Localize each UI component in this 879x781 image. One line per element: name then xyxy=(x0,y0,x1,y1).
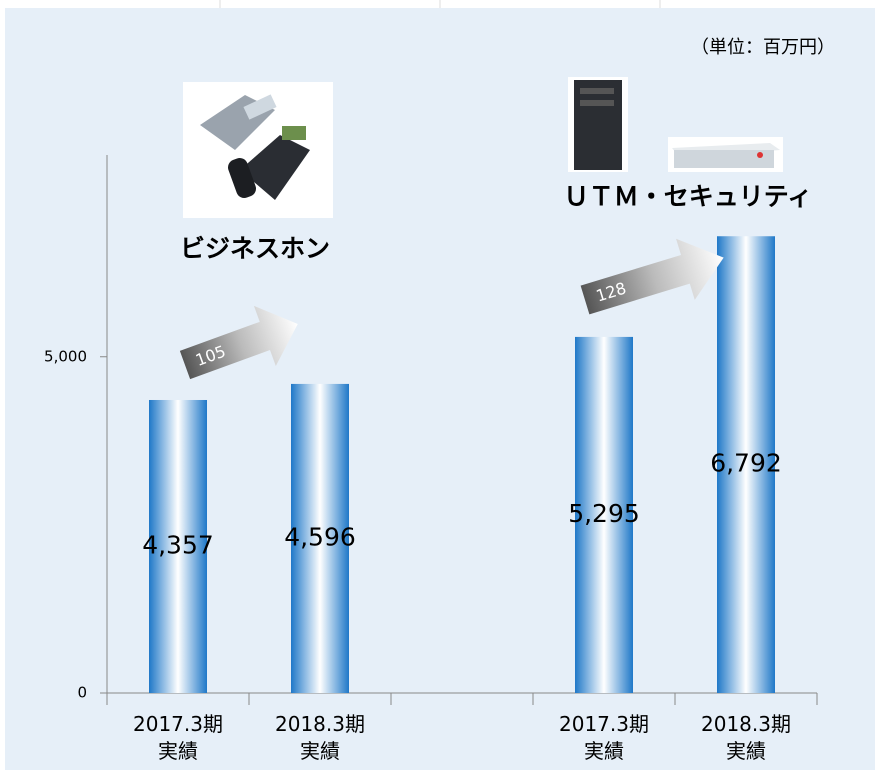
value-label: 5,295 xyxy=(568,499,640,528)
phone-image xyxy=(183,82,333,218)
bar xyxy=(291,383,349,693)
x-tick-label: 2017.3期 実績 xyxy=(133,712,223,763)
value-label: 4,357 xyxy=(142,530,214,559)
x-tick-label: 2018.3期 実績 xyxy=(275,712,365,763)
x-tick-label: 2018.3期 実績 xyxy=(701,712,791,763)
annotation: ＵＴＭ・セキュリティ xyxy=(564,182,813,211)
value-label: 4,596 xyxy=(284,522,356,551)
value-label: 6,792 xyxy=(710,449,782,478)
annotation: ビジネスホン xyxy=(180,234,330,263)
y-tick-label: 5,000 xyxy=(44,347,87,365)
growth-arrow: 128 xyxy=(580,238,724,315)
bar xyxy=(149,399,207,693)
bar xyxy=(717,236,775,693)
pc-image xyxy=(568,77,628,172)
unit-note: （単位：百万円） xyxy=(691,37,835,58)
bars: 4,357 4,596 5,295 6,792 xyxy=(142,236,782,693)
router-image xyxy=(668,137,783,172)
growth-arrow: 105 xyxy=(179,305,298,380)
x-tick-label: 2017.3期 実績 xyxy=(559,712,649,763)
axes: 0 5,000 xyxy=(44,155,818,705)
bar xyxy=(575,336,633,693)
y-tick-label: 0 xyxy=(77,684,87,702)
